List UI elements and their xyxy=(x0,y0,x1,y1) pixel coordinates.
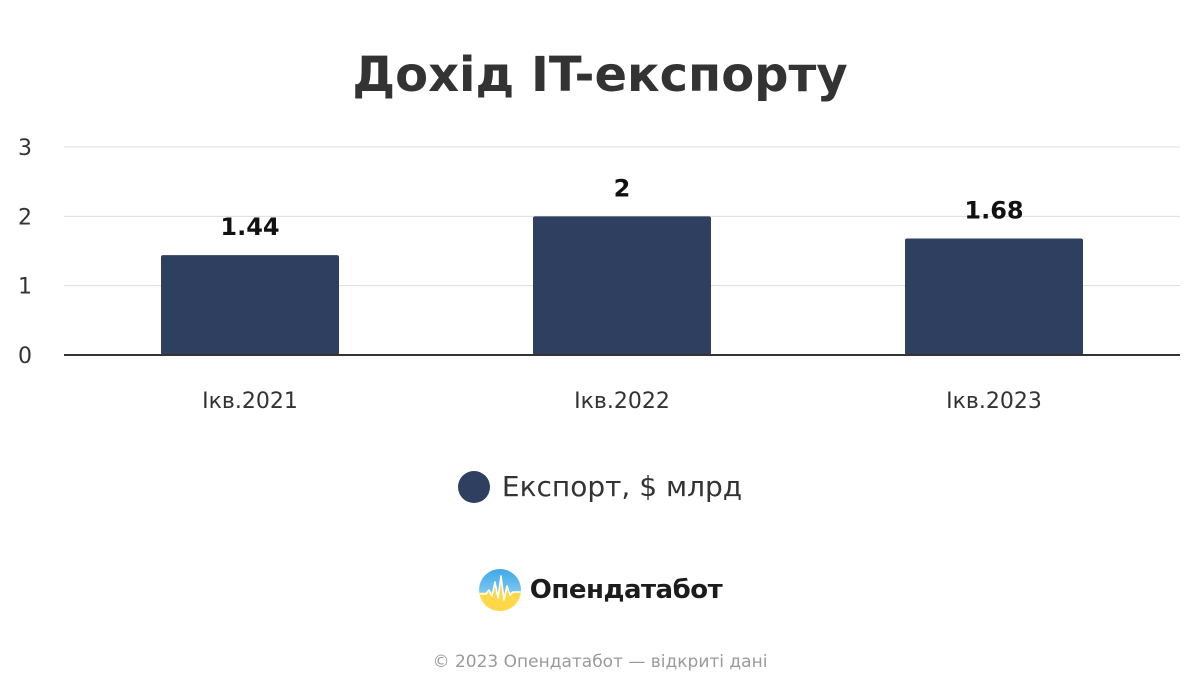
legend-label: Експорт, $ млрд xyxy=(501,470,743,503)
legend[interactable]: Експорт, $ млрд xyxy=(0,470,1200,503)
y-tick-label: 3 xyxy=(18,136,32,161)
data-label: 2 xyxy=(614,174,631,202)
brand-name: Опендатабот xyxy=(529,575,723,605)
x-tick-label: Ікв.2022 xyxy=(574,389,670,414)
bar xyxy=(905,238,1083,355)
data-label: 1.44 xyxy=(220,213,279,241)
x-tick-label: Ікв.2023 xyxy=(946,389,1042,414)
footer-copyright: © 2023 Опендатабот — відкриті дані xyxy=(432,652,768,672)
bar xyxy=(533,216,711,355)
brand: Опендатабот xyxy=(0,568,1200,612)
y-tick-label: 1 xyxy=(18,275,32,300)
data-label: 1.68 xyxy=(964,197,1023,225)
bar-chart: 0 1 2 3 1.44 Ікв.2021 2 Ікв.2022 1.68 Ікв.2023 xyxy=(18,136,1180,414)
opendatabot-logo-icon xyxy=(478,569,521,611)
legend-marker xyxy=(457,470,490,503)
y-tick-label: 2 xyxy=(18,205,32,230)
x-tick-label: Ікв.2021 xyxy=(202,389,298,414)
y-tick-label: 0 xyxy=(18,344,32,369)
bar xyxy=(161,255,339,355)
chart-title: Дохід IT-експорту xyxy=(352,47,848,103)
